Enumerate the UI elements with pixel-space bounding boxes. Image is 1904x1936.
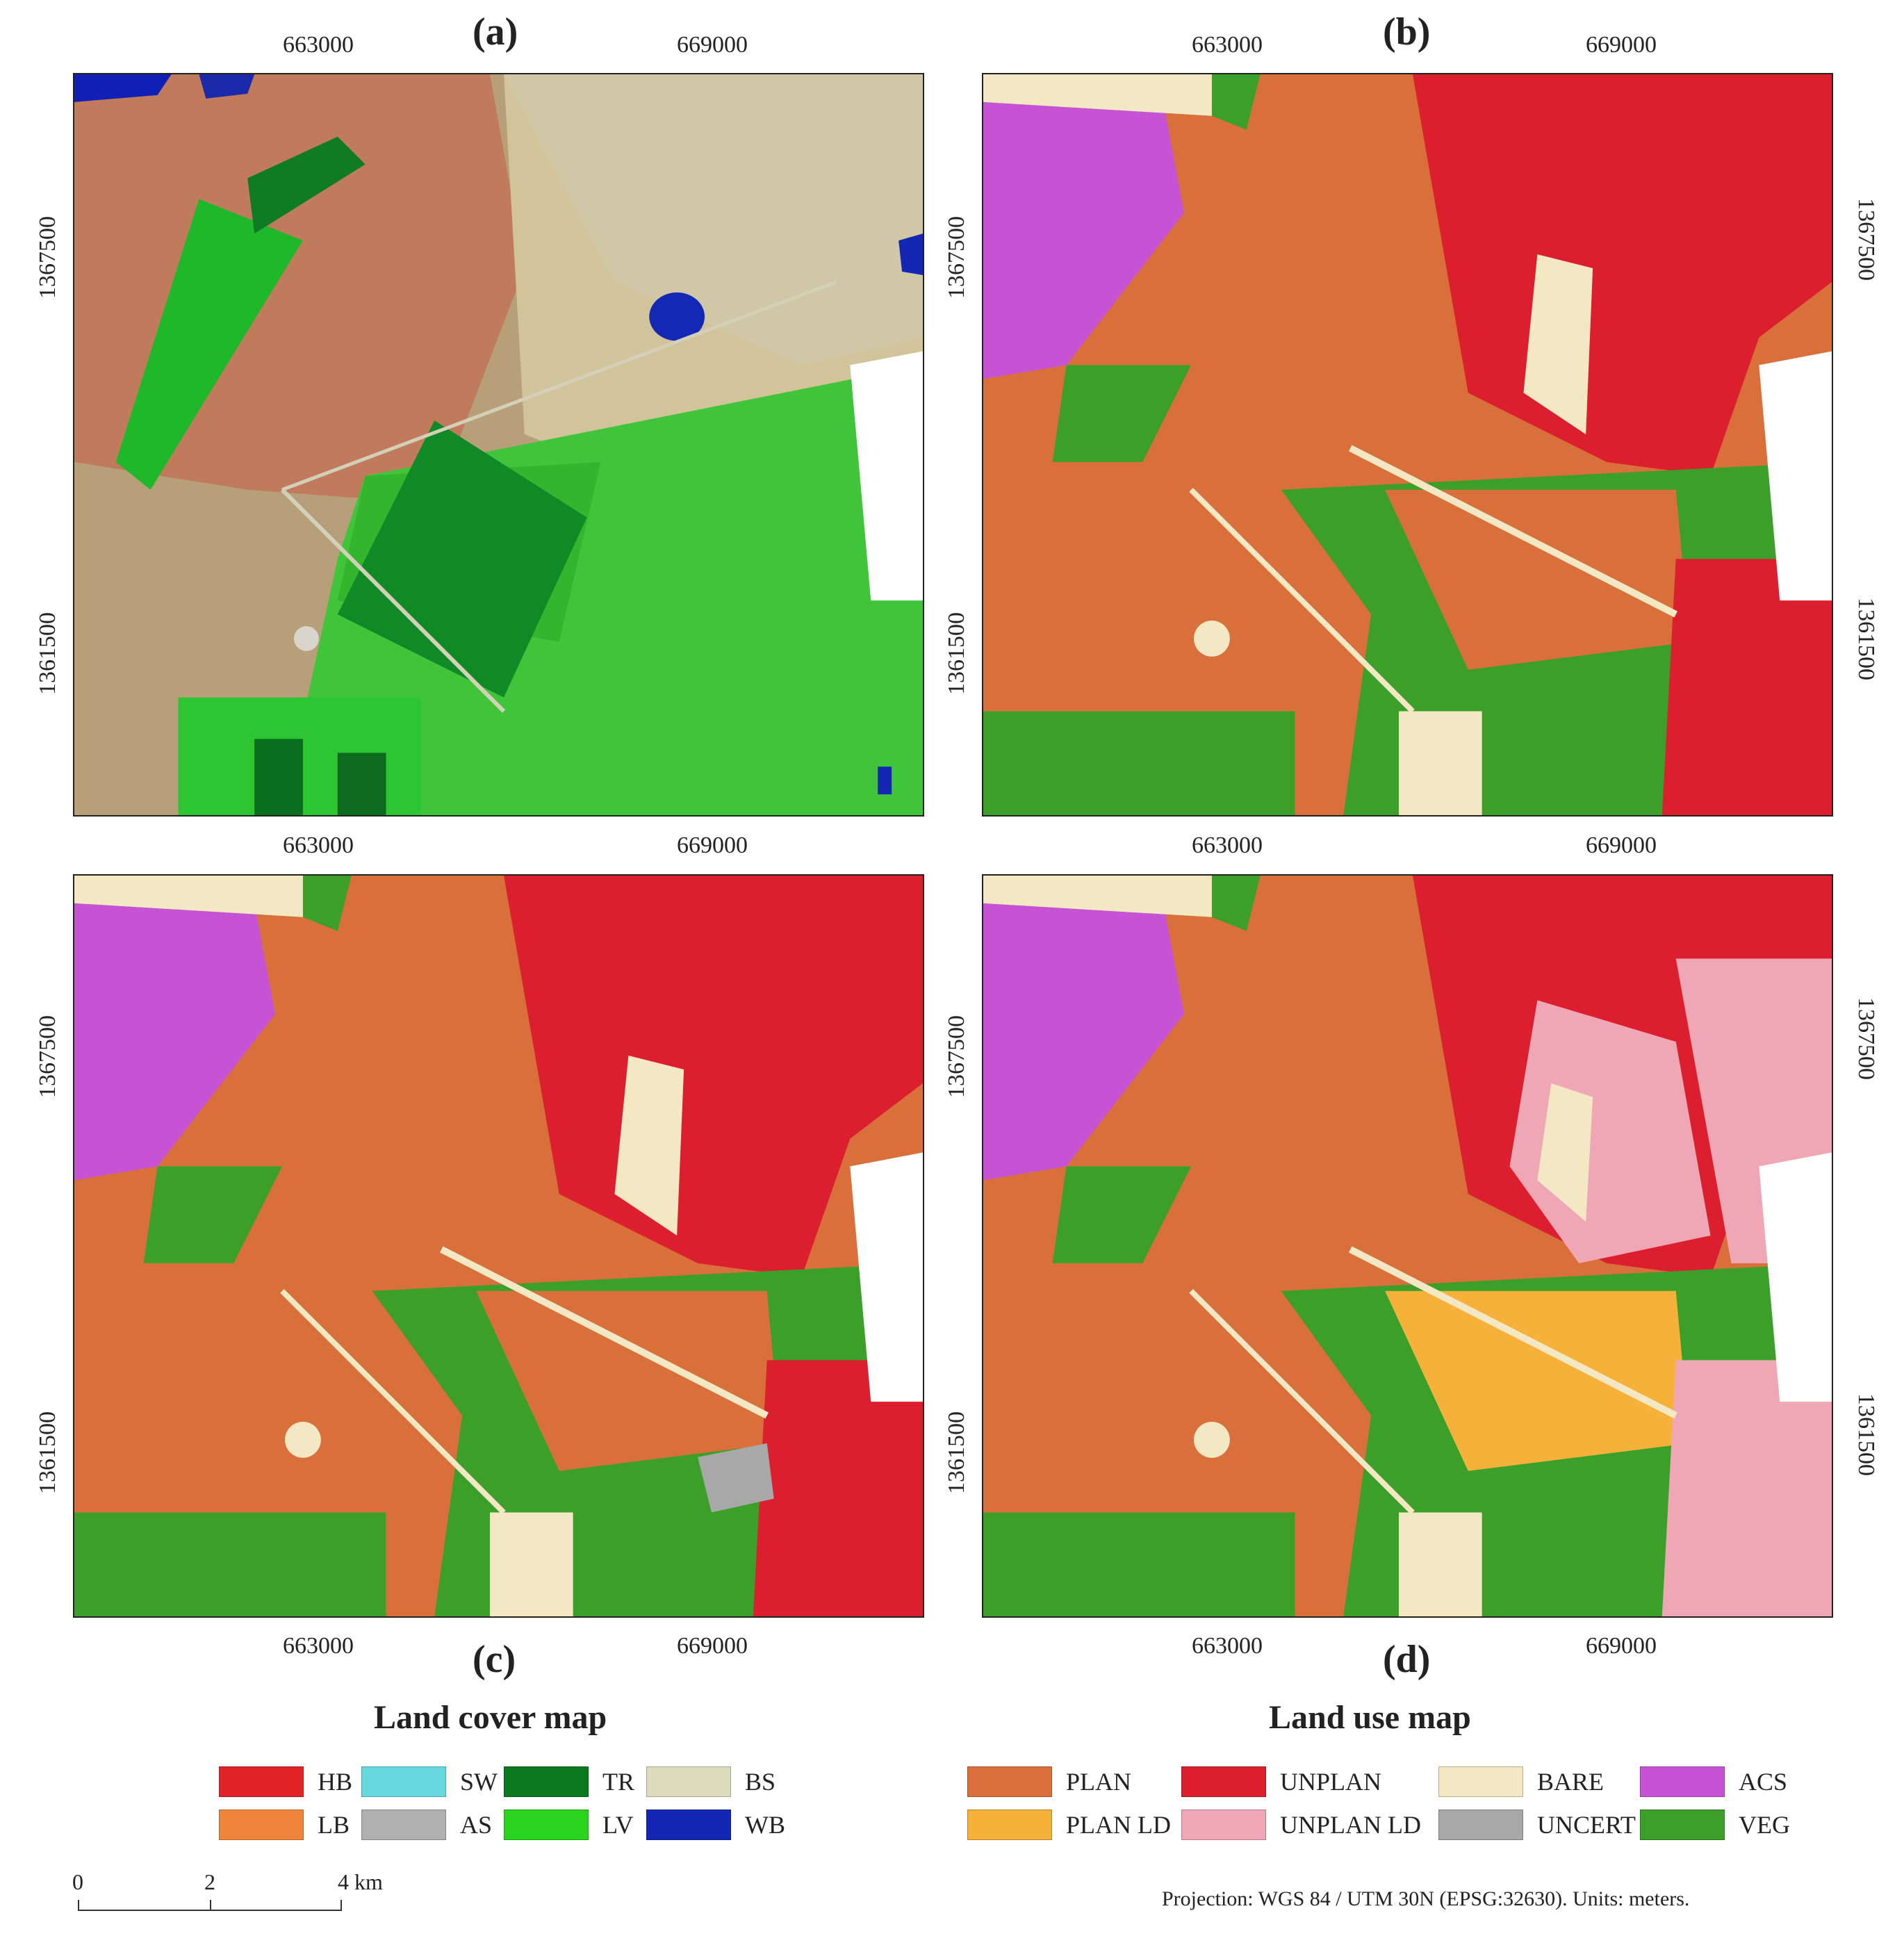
tick-x-mid-b-1: 663000 [1192, 832, 1263, 858]
legend-use-item-veg: VEG [1640, 1810, 1790, 1840]
scale-bar-label-0: 0 [72, 1869, 83, 1894]
tick-x-bot-d-2: 669000 [1586, 1633, 1657, 1659]
scale-bar-label-4km: 4 km [338, 1869, 383, 1894]
scale-bar-label-2: 2 [204, 1869, 215, 1894]
legend-cover-item-bs: BS [646, 1766, 775, 1797]
legend-use-label-acs: ACS [1739, 1768, 1788, 1796]
legend-use-item-uncert: UNCERT [1438, 1810, 1636, 1840]
tick-x-mid-a-1: 663000 [283, 832, 354, 858]
legend-cover-item-as: AS [361, 1810, 492, 1840]
legend-cover-label-wb: WB [745, 1811, 785, 1839]
scale-bar-tick-4 [340, 1900, 342, 1911]
tick-x-top-b-1: 663000 [1192, 32, 1263, 58]
tick-x-mid-b-2: 669000 [1586, 832, 1657, 858]
tick-x-top-b-2: 669000 [1586, 32, 1657, 58]
scale-bar-tick-0 [78, 1900, 79, 1911]
panel-label-a: (a) [473, 10, 518, 54]
legend-cover-title: Land cover map [374, 1699, 607, 1736]
tick-y-right-top-2: 1361500 [1853, 598, 1879, 680]
legend-use-item-unplan-ld: UNPLAN LD [1181, 1810, 1421, 1840]
tick-y-right-top-1: 1367500 [1853, 198, 1879, 281]
tick-y-left-top-2: 1361500 [35, 612, 60, 695]
legend-use-swatch-plan-ld [967, 1810, 1052, 1840]
legend-use-title: Land use map [1269, 1699, 1471, 1736]
legend-use-label-plan: PLAN [1066, 1768, 1132, 1796]
panel-label-d: (d) [1383, 1638, 1431, 1681]
legend-use-item-bare: BARE [1438, 1766, 1604, 1797]
legend-cover-item-lb: LB [219, 1810, 350, 1840]
tick-y-right-bot-1: 1367500 [1853, 997, 1879, 1080]
legend-use-label-plan-ld: PLAN LD [1066, 1811, 1171, 1839]
tick-y-left-bot-1: 1367500 [35, 1015, 60, 1098]
legend-cover-swatch-wb [646, 1810, 731, 1840]
legend-use-item-unplan: UNPLAN [1181, 1766, 1381, 1797]
legend-cover-swatch-lv [504, 1810, 589, 1840]
tick-x-mid-a-2: 669000 [677, 832, 748, 858]
panel-label-c: (c) [473, 1638, 516, 1681]
legend-cover-label-lb: LB [318, 1811, 350, 1839]
tick-x-bot-c-2: 669000 [677, 1633, 748, 1659]
legend-use-swatch-bare [1438, 1766, 1523, 1797]
projection-note: Projection: WGS 84 / UTM 30N (EPSG:32630… [1162, 1887, 1690, 1910]
legend-cover-item-hb: HB [219, 1766, 352, 1797]
tick-y-mid-bot-1: 1367500 [944, 1015, 969, 1098]
panel-label-b: (b) [1383, 10, 1431, 54]
tick-x-bot-c-1: 663000 [283, 1633, 354, 1659]
legend-use-item-plan-ld: PLAN LD [967, 1810, 1171, 1840]
legend-use-label-veg: VEG [1739, 1811, 1790, 1839]
legend-use-label-bare: BARE [1537, 1768, 1605, 1796]
legend-use-swatch-acs [1640, 1766, 1725, 1797]
tick-y-mid-bot-2: 1361500 [944, 1411, 969, 1494]
legend-use-swatch-unplan [1181, 1766, 1266, 1797]
legend-use-item-acs: ACS [1640, 1766, 1787, 1797]
scale-bar-tick-2 [210, 1900, 211, 1911]
legend-cover-swatch-hb [219, 1766, 304, 1797]
land-use-map-d [983, 876, 1832, 1616]
legend-use-label-uncert: UNCERT [1537, 1811, 1636, 1839]
map-panel-b [982, 73, 1833, 817]
map-panel-a [73, 73, 924, 817]
legend-use-swatch-uncert [1438, 1810, 1523, 1840]
legend-cover-label-tr: TR [602, 1768, 635, 1796]
legend-cover-item-lv: LV [504, 1810, 634, 1840]
legend-cover-label-hb: HB [318, 1768, 353, 1796]
tick-x-bot-d-1: 663000 [1192, 1633, 1263, 1659]
map-panel-c [73, 874, 924, 1618]
legend-use-item-plan: PLAN [967, 1766, 1131, 1797]
legend-cover-swatch-sw [361, 1766, 446, 1797]
tick-y-left-top-1: 1367500 [35, 216, 60, 299]
tick-y-mid-top-1: 1367500 [944, 216, 969, 299]
legend-cover-swatch-lb [219, 1810, 304, 1840]
map-panel-d [982, 874, 1833, 1618]
land-cover-image [74, 74, 923, 815]
legend-cover-item-tr: TR [504, 1766, 634, 1797]
legend-cover-swatch-bs [646, 1766, 731, 1797]
legend-use-label-unplan: UNPLAN [1280, 1768, 1382, 1796]
legend-use-label-unplan-ld: UNPLAN LD [1280, 1811, 1421, 1839]
land-use-map-c [74, 876, 923, 1616]
legend-cover-swatch-tr [504, 1766, 589, 1797]
tick-y-left-bot-2: 1361500 [35, 1411, 60, 1494]
legend-cover-label-bs: BS [745, 1768, 776, 1796]
legend-cover-label-lv: LV [602, 1811, 634, 1839]
tick-x-top-a-1: 663000 [283, 32, 354, 58]
legend-use-swatch-unplan-ld [1181, 1810, 1266, 1840]
legend-cover-swatch-as [361, 1810, 446, 1840]
land-use-map-b [983, 74, 1832, 815]
legend-use-swatch-plan [967, 1766, 1052, 1797]
legend-cover-item-sw: SW [361, 1766, 498, 1797]
legend-cover-label-as: AS [460, 1811, 493, 1839]
legend-use-swatch-veg [1640, 1810, 1725, 1840]
tick-y-right-bot-2: 1361500 [1853, 1393, 1879, 1476]
legend-cover-label-sw: SW [460, 1768, 498, 1796]
legend-cover-item-wb: WB [646, 1810, 785, 1840]
tick-y-mid-top-2: 1361500 [944, 612, 969, 695]
tick-x-top-a-2: 669000 [677, 32, 748, 58]
